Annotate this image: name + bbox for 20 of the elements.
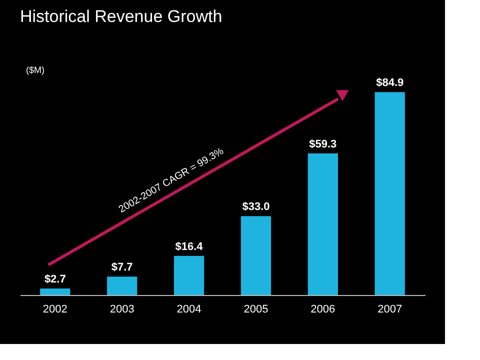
x-tick-label: 2004 [176, 304, 202, 316]
x-tick-label: 2003 [110, 304, 134, 316]
bar [107, 276, 138, 295]
data-label: $59.3 [309, 138, 337, 150]
x-tick-label: 2002 [42, 304, 68, 316]
bar [374, 92, 405, 295]
y-axis-title: ($M) [26, 65, 44, 75]
bar [240, 216, 272, 295]
data-label: $33.0 [242, 201, 270, 214]
x-tick-label: 2006 [310, 304, 336, 316]
data-label: $2.7 [44, 274, 66, 286]
data-label: $84.9 [376, 77, 404, 90]
data-label: $7.7 [111, 262, 133, 274]
bar [40, 288, 70, 295]
x-tick-label: 2007 [378, 304, 402, 316]
bar [308, 153, 338, 295]
x-tick-label: 2005 [244, 304, 268, 316]
data-label: $16.4 [175, 240, 204, 253]
bar [174, 256, 204, 295]
chart-title: Historical Revenue Growth [20, 7, 222, 26]
